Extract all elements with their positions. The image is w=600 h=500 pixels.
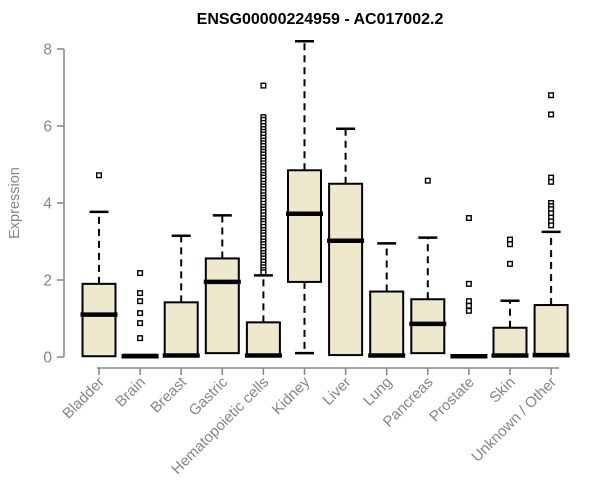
outlier-skin — [507, 236, 514, 243]
outlier-brain — [137, 320, 144, 327]
outlier-brain — [137, 310, 144, 317]
box-liver — [328, 182, 364, 357]
outlier-brain — [137, 298, 144, 305]
x-tick-label: Brain — [112, 374, 149, 411]
outlier-brain — [137, 335, 144, 342]
box-lung — [369, 290, 405, 358]
outlier-brain — [137, 270, 144, 277]
box-kidney — [287, 169, 322, 283]
y-tick-label: 2 — [43, 273, 52, 290]
chart-title: ENSG00000224959 - AC017002.2 — [196, 11, 444, 28]
outlier-prostate — [465, 215, 472, 222]
outlier-brain — [137, 290, 144, 297]
outlier-prostate — [465, 307, 472, 314]
y-tick-label: 4 — [43, 196, 52, 213]
x-tick-label: Lung — [360, 374, 396, 410]
y-tick-label: 6 — [43, 119, 52, 136]
y-tick-label: 8 — [43, 42, 52, 59]
outlier-unknown-other — [548, 111, 555, 118]
box-unknown-other — [533, 304, 569, 358]
x-tick-label: Prostate — [426, 374, 478, 426]
outlier-hematopoietic-cells — [260, 269, 267, 276]
y-tick-label: 0 — [43, 350, 52, 367]
outlier-skin — [507, 260, 514, 267]
x-tick-label: Liver — [319, 374, 354, 409]
x-tick-label: Breast — [147, 373, 190, 416]
box-hematopoietic-cells — [245, 321, 281, 358]
box-gastric — [204, 257, 240, 355]
outlier-prostate — [465, 302, 472, 309]
box-bladder — [81, 282, 117, 358]
outlier-hematopoietic-cells — [260, 82, 267, 89]
outlier-unknown-other — [548, 178, 555, 185]
box-breast — [163, 301, 199, 358]
outlier-prostate — [465, 298, 472, 305]
outlier-bladder — [95, 172, 102, 179]
y-axis-title: Expression — [7, 167, 23, 239]
x-tick-label: Kidney — [269, 373, 314, 418]
box-pancreas — [410, 298, 446, 355]
x-tick-label: Bladder — [59, 374, 108, 423]
outlier-pancreas — [424, 177, 431, 184]
outlier-skin — [507, 241, 514, 248]
outlier-unknown-other — [548, 222, 555, 229]
outlier-prostate — [465, 280, 472, 287]
outlier-unknown-other — [548, 92, 555, 99]
box-skin — [492, 326, 528, 358]
x-tick-label: Skin — [486, 374, 519, 407]
